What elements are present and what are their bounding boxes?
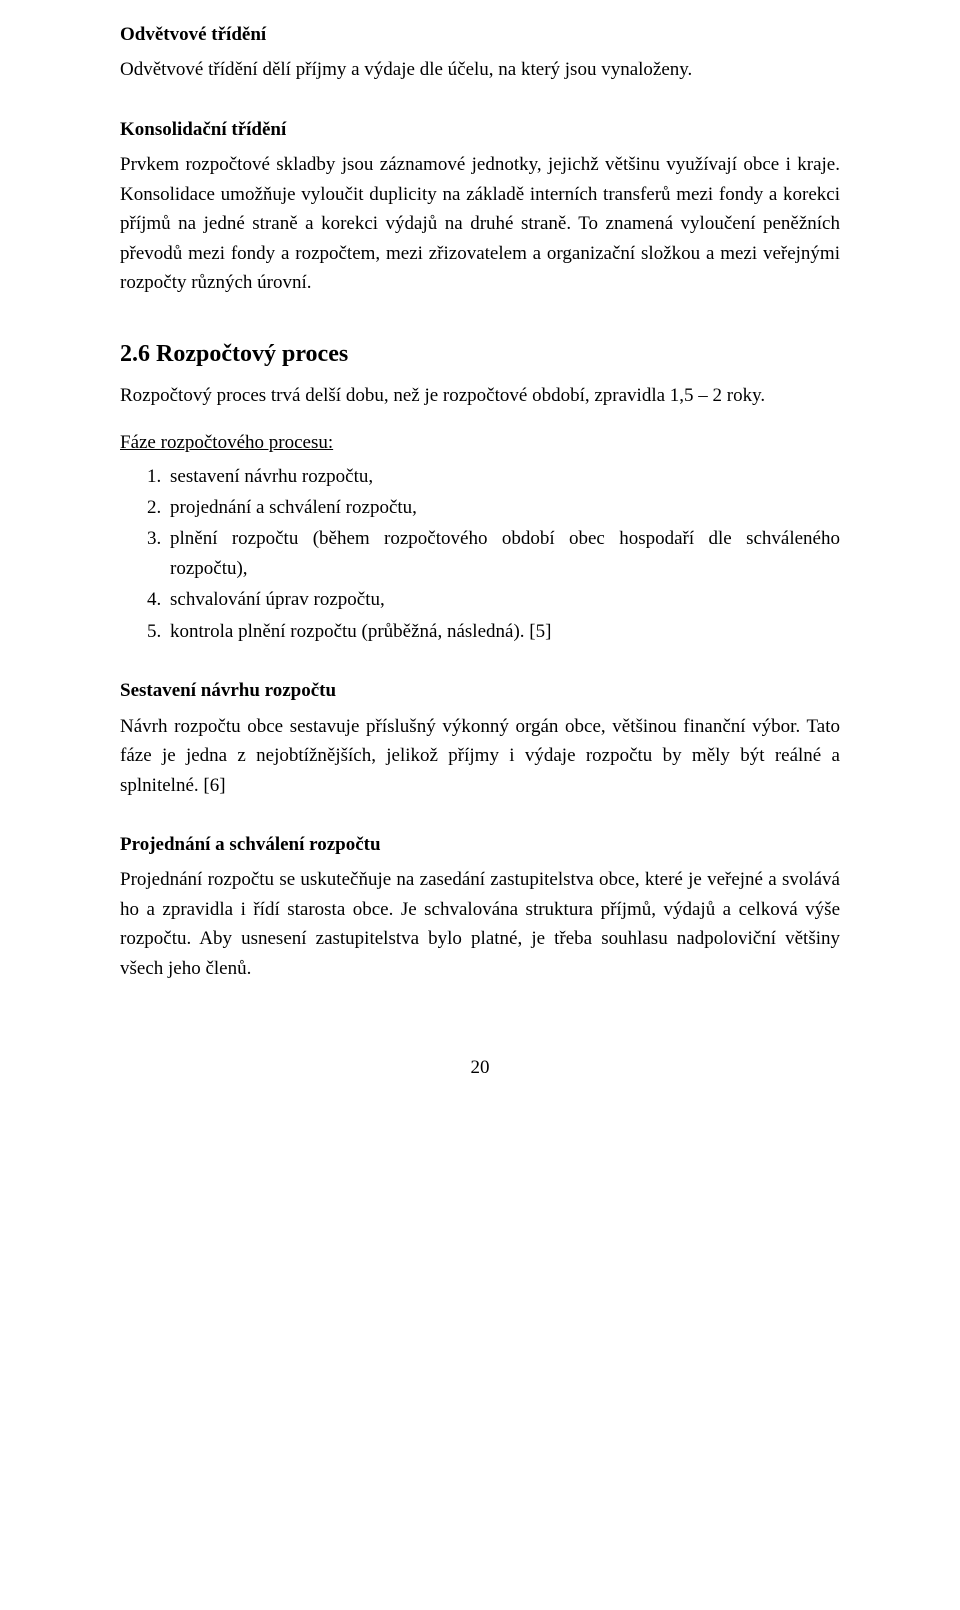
heading-rozpoctovy-proces: 2.6 Rozpočtový proces [120, 336, 840, 373]
para-proces-intro: Rozpočtový proces trvá delší dobu, než j… [120, 381, 840, 410]
list-item: projednání a schválení rozpočtu, [166, 493, 840, 522]
page-number: 20 [120, 1053, 840, 1082]
phases-list: sestavení návrhu rozpočtu, projednání a … [120, 462, 840, 647]
spacer [120, 654, 840, 676]
list-item: sestavení návrhu rozpočtu, [166, 462, 840, 491]
heading-odvetvove: Odvětvové třídění [120, 20, 840, 49]
list-item: schvalování úprav rozpočtu, [166, 585, 840, 614]
para-sestaveni: Návrh rozpočtu obce sestavuje příslušný … [120, 712, 840, 800]
para-projednani: Projednání rozpočtu se uskutečňuje na za… [120, 865, 840, 983]
spacer [120, 808, 840, 830]
spacer [120, 93, 840, 115]
para-odvetvove: Odvětvové třídění dělí příjmy a výdaje d… [120, 55, 840, 84]
phases-label: Fáze rozpočtového procesu: [120, 428, 840, 457]
list-item: plnění rozpočtu (během rozpočtového obdo… [166, 524, 840, 583]
heading-konsolidacni: Konsolidační třídění [120, 115, 840, 144]
para-konsolidacni: Prvkem rozpočtové skladby jsou záznamové… [120, 150, 840, 297]
heading-sestaveni: Sestavení návrhu rozpočtu [120, 676, 840, 705]
document-page: Odvětvové třídění Odvětvové třídění dělí… [0, 0, 960, 1610]
spacer [120, 418, 840, 428]
heading-projednani: Projednání a schválení rozpočtu [120, 830, 840, 859]
list-item: kontrola plnění rozpočtu (průběžná, násl… [166, 617, 840, 646]
